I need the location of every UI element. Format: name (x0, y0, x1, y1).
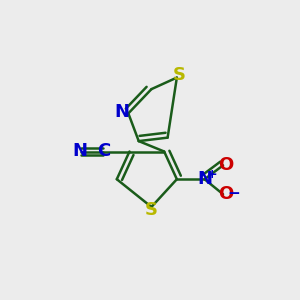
Text: C: C (97, 142, 110, 160)
Text: −: − (228, 186, 241, 201)
Text: O: O (218, 185, 233, 203)
Text: N: N (72, 142, 87, 160)
Text: O: O (218, 156, 233, 174)
Text: N: N (114, 103, 129, 121)
Text: +: + (206, 168, 217, 181)
Text: N: N (197, 170, 212, 188)
Text: S: S (145, 201, 158, 219)
Text: S: S (173, 66, 186, 84)
